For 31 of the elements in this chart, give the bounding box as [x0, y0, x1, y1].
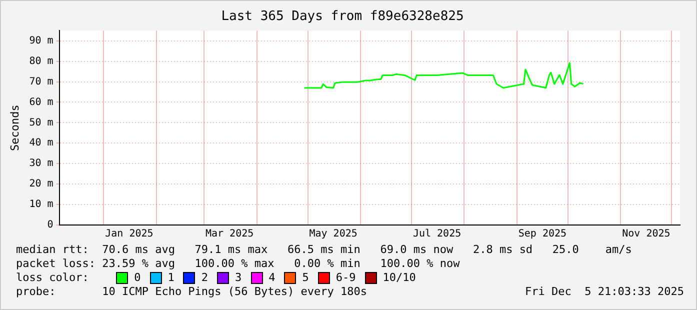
x-tick-label: Mar 2025	[205, 228, 254, 240]
y-axis-title: Seconds	[8, 104, 22, 151]
y-tick-label: 40 m	[29, 138, 54, 149]
text: probe: 10 ICMP Echo Pings (56 Bytes) every 180s	[16, 285, 367, 299]
y-tick-label: 90 m	[29, 35, 54, 46]
legend-label: 4	[268, 271, 276, 285]
legend-label: 0	[134, 271, 141, 285]
text: packet loss: 23.59 % avg 100.00 % max 0.00 % min 100.00 % now	[16, 257, 461, 271]
x-tick-label: Jul 2025	[412, 228, 462, 240]
x-tick-label: Sep 2025	[518, 228, 567, 240]
legend-title: loss color:	[16, 271, 90, 285]
legend-label: 5	[302, 271, 309, 285]
legend-label: 3	[234, 271, 242, 285]
y-tick-label: 30 m	[29, 158, 54, 170]
y-tick-label: 20 m	[29, 178, 54, 190]
y-tick-label: 50 m	[29, 117, 54, 128]
x-tick-label: Nov 2025	[622, 228, 670, 240]
x-tick-label: Jan 2025	[105, 228, 154, 240]
legend-label: 10/10	[382, 271, 416, 285]
y-tick-label: 80 m	[29, 56, 54, 67]
legend-label: 1	[168, 271, 174, 285]
y-tick-label: 10 m	[29, 199, 54, 210]
chart-title: Last 365 Days from f89e6328e825	[221, 9, 464, 24]
y-tick-label: 70 m	[29, 76, 54, 88]
text: Fri Dec 5 21:03:33 2025	[525, 285, 684, 299]
y-tick-label: 60 m	[29, 96, 54, 108]
text: median rtt: 70.6 ms avg 79.1 ms max 66.5 ms min 69.0 ms now 2.8 ms sd 25.0 am/s	[16, 243, 633, 257]
y-tick-label: 0	[47, 220, 54, 231]
x-tick-label: May 2025	[309, 228, 358, 240]
legend-label: 6-9	[336, 271, 356, 285]
legend-label: 2	[201, 271, 208, 285]
